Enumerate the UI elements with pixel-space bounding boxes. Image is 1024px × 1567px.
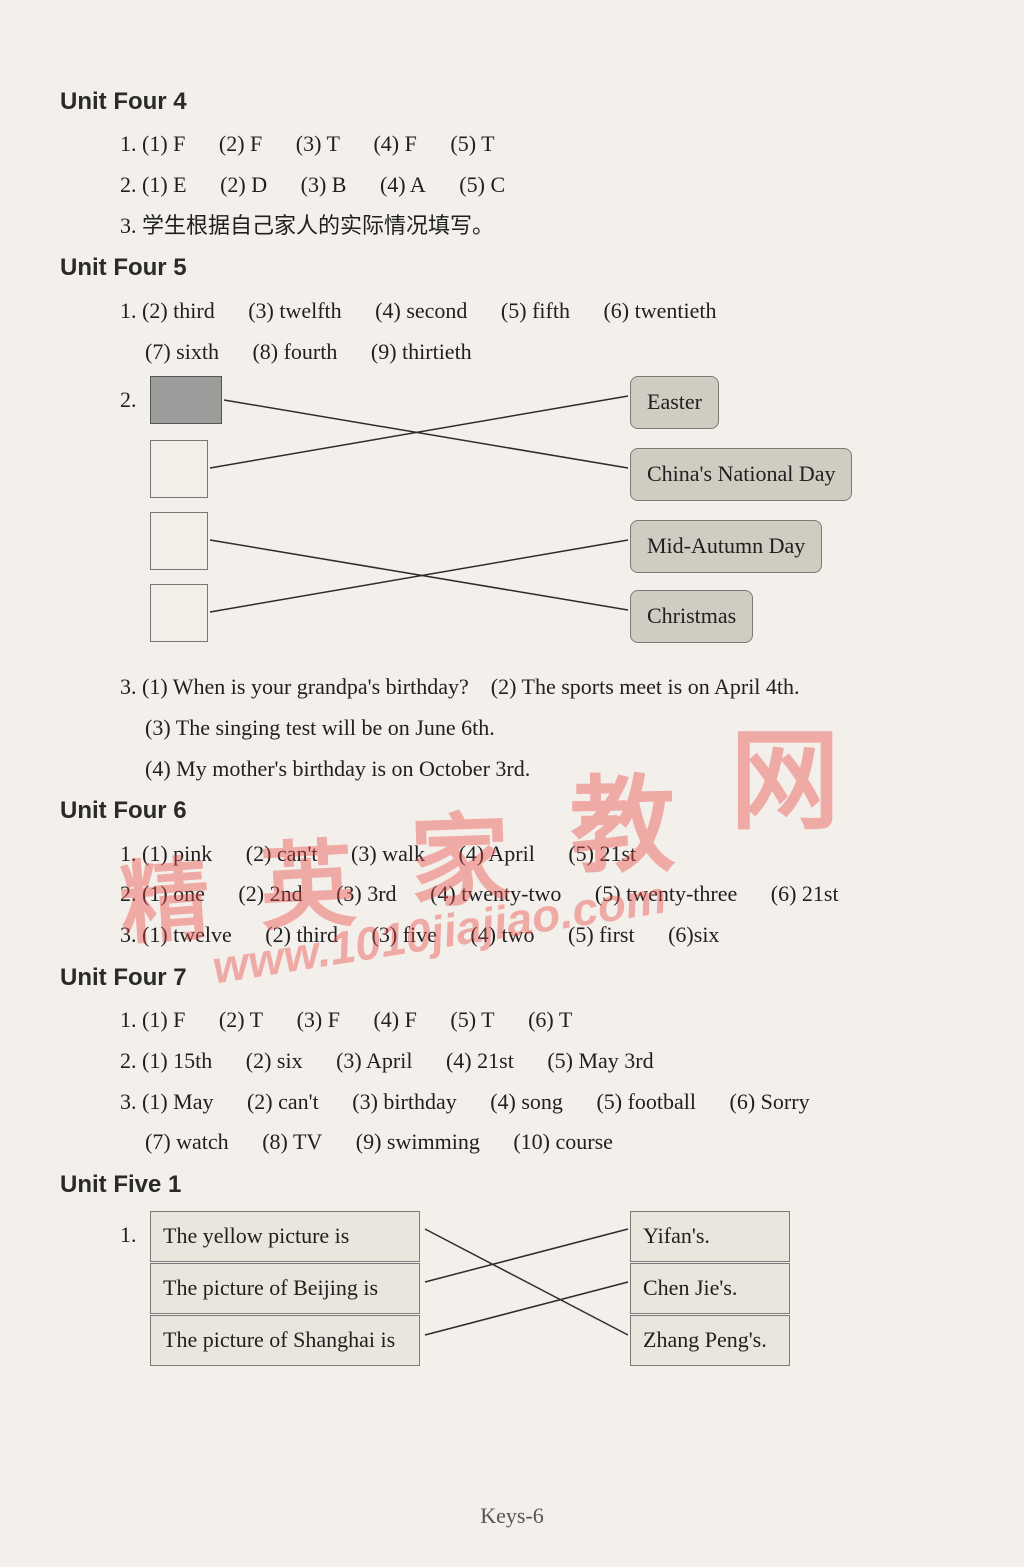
moon-family-icon (150, 584, 208, 642)
uf7-l3: 3. (1) May (2) can't (3) birthday (4) so… (120, 1082, 964, 1123)
uf5-1-4: (5) fifth (501, 291, 570, 332)
rabbit-icon (150, 440, 208, 498)
uf7-3-6: (6) Sorry (730, 1082, 810, 1123)
uf4-2-3: (3) B (301, 165, 347, 206)
uf5-1b-1: (7) sixth (145, 332, 219, 373)
left-box-shanghai: The picture of Shanghai is (150, 1315, 420, 1366)
match-box-christmas: Christmas (630, 590, 753, 643)
uf7-1-3: (3) F (297, 1000, 340, 1041)
right-box-zhangpeng: Zhang Peng's. (630, 1315, 790, 1366)
uf4-line1: 1. (1) F (2) F (3) T (4) F (5) T (120, 124, 964, 165)
uf6-l2: 2. (1) one (2) 2nd (3) 3rd (4) twenty-tw… (120, 874, 964, 915)
unit-title-uf7: Unit Four 7 (60, 956, 964, 1000)
unit-title-uf5: Unit Four 5 (60, 246, 964, 290)
uf4-1-2: (2) F (219, 124, 262, 165)
page-footer: Keys-6 (0, 1496, 1024, 1537)
uf5-line1b: (7) sixth (8) fourth (9) thirtieth (145, 332, 964, 373)
uf7-3-3: (3) birthday (352, 1082, 456, 1123)
uf7-3b-2: (8) TV (262, 1122, 322, 1163)
uf6-3-1: 3. (1) twelve (120, 915, 232, 956)
unit-title-uf4: Unit Four 4 (60, 80, 964, 124)
uf5-1-5: (6) twentieth (603, 291, 716, 332)
uf7-l1: 1. (1) F (2) T (3) F (4) F (5) T (6) T (120, 1000, 964, 1041)
uf6-1-3: (3) walk (351, 834, 425, 875)
uf4-1-4: (4) F (373, 124, 416, 165)
uf7-2-4: (4) 21st (446, 1041, 514, 1082)
uf5-1-1: 1. (2) third (120, 291, 215, 332)
u51-q1-label: 1. (120, 1215, 137, 1256)
unit-title-uf6: Unit Four 6 (60, 789, 964, 833)
uf5-3-4: (4) My mother's birthday is on October 3… (145, 749, 964, 790)
match-box-mid-autumn: Mid-Autumn Day (630, 520, 822, 573)
match-box-national-day: China's National Day (630, 448, 852, 501)
uf4-2-1: 2. (1) E (120, 165, 187, 206)
uf4-1-5: (5) T (450, 124, 494, 165)
uf4-line2: 2. (1) E (2) D (3) B (4) A (5) C (120, 165, 964, 206)
uf5-q3-a: 3. (1) When is your grandpa's birthday? … (120, 667, 964, 708)
uf5-3-2: (2) The sports meet is on April 4th. (491, 674, 800, 699)
uf5-line1: 1. (2) third (3) twelfth (4) second (5) … (120, 291, 964, 332)
uf4-1-1: 1. (1) F (120, 124, 185, 165)
uf7-3-5: (5) football (596, 1082, 696, 1123)
uf5-3-3: (3) The singing test will be on June 6th… (145, 708, 964, 749)
uf6-3-3: (3) five (372, 915, 437, 956)
uf5-3-1: 3. (1) When is your grandpa's birthday? (120, 674, 469, 699)
uf7-2-2: (2) six (246, 1041, 303, 1082)
uf5-1b-2: (8) fourth (252, 332, 337, 373)
uf7-2-3: (3) April (336, 1041, 412, 1082)
uf7-1-2: (2) T (219, 1000, 263, 1041)
uf4-line3: 3. 学生根据自己家人的实际情况填写。 (120, 206, 964, 247)
uf7-3-4: (4) song (490, 1082, 563, 1123)
uf7-1-6: (6) T (528, 1000, 572, 1041)
uf7-3-2: (2) can't (247, 1082, 319, 1123)
uf7-3b-3: (9) swimming (356, 1122, 480, 1163)
uf5-1-3: (4) second (375, 291, 467, 332)
match-box-easter: Easter (630, 376, 719, 429)
uf6-2-6: (6) 21st (771, 874, 839, 915)
uf6-l3: 3. (1) twelve (2) third (3) five (4) two… (120, 915, 964, 956)
uf4-2-5: (5) C (459, 165, 505, 206)
uf7-l3b: (7) watch (8) TV (9) swimming (10) cours… (145, 1122, 964, 1163)
uf6-2-3: (3) 3rd (336, 874, 396, 915)
uf6-2-2: (2) 2nd (238, 874, 302, 915)
uf6-2-5: (5) twenty-three (595, 874, 737, 915)
uf4-1-3: (3) T (296, 124, 340, 165)
uf6-l1: 1. (1) pink (2) can't (3) walk (4) April… (120, 834, 964, 875)
uf6-1-4: (4) April (458, 834, 534, 875)
uf7-2-5: (5) May 3rd (547, 1041, 653, 1082)
uf6-1-5: (5) 21st (568, 834, 636, 875)
uf6-1-1: 1. (1) pink (120, 834, 212, 875)
uf6-3-4: (4) two (470, 915, 534, 956)
uf6-3-6: (6)six (668, 915, 719, 956)
uf5-q2-label: 2. (120, 380, 137, 421)
uf4-2-4: (4) A (380, 165, 426, 206)
uf7-l2: 2. (1) 15th (2) six (3) April (4) 21st (… (120, 1041, 964, 1082)
uf7-1-4: (4) F (373, 1000, 416, 1041)
uf7-1-1: 1. (1) F (120, 1000, 185, 1041)
uf6-1-2: (2) can't (246, 834, 318, 875)
uf7-1-5: (5) T (450, 1000, 494, 1041)
uf5-1b-3: (9) thirtieth (371, 332, 472, 373)
uf5-1-2: (3) twelfth (248, 291, 341, 332)
right-box-chenjie: Chen Jie's. (630, 1263, 790, 1314)
left-box-yellow: The yellow picture is (150, 1211, 420, 1262)
right-box-yifan: Yifan's. (630, 1211, 790, 1262)
uf7-3b-4: (10) course (513, 1122, 613, 1163)
uf7-3b-1: (7) watch (145, 1122, 229, 1163)
left-box-beijing: The picture of Beijing is (150, 1263, 420, 1314)
uf7-3-1: 3. (1) May (120, 1082, 213, 1123)
uf4-2-2: (2) D (220, 165, 267, 206)
uf7-2-1: 2. (1) 15th (120, 1041, 212, 1082)
unit-title-u51: Unit Five 1 (60, 1163, 964, 1207)
uf6-3-2: (2) third (265, 915, 338, 956)
uf6-2-1: 2. (1) one (120, 874, 205, 915)
flag-icon (150, 376, 222, 424)
uf6-3-5: (5) first (568, 915, 635, 956)
match-lines-uf5 (120, 372, 1020, 667)
uf6-2-4: (4) twenty-two (430, 874, 561, 915)
santa-icon (150, 512, 208, 570)
